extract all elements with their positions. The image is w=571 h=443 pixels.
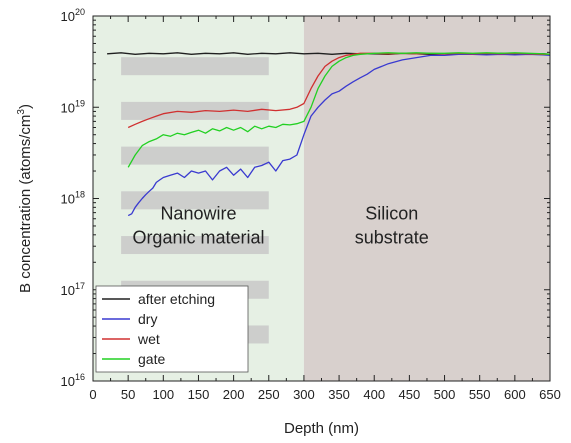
series-line-dry — [127, 53, 551, 217]
x-tick-label: 500 — [434, 387, 456, 402]
x-tick-label: 400 — [363, 387, 385, 402]
region-label-0: Nanowire Organic material — [132, 203, 264, 247]
legend-label-after-etching: after etching — [138, 291, 215, 307]
x-tick-label: 0 — [89, 387, 96, 402]
x-tick-label: 550 — [469, 387, 491, 402]
x-tick-label: 650 — [539, 387, 561, 402]
stripe-3 — [121, 191, 269, 210]
stripe-2 — [121, 146, 269, 165]
legend: after etching dry wet gate — [95, 285, 249, 373]
series-lines — [107, 52, 551, 217]
x-tick-label: 200 — [223, 387, 245, 402]
axes: 0 50 100 150 200 250 300 350 400 450 500 550 600 650 1… — [16, 7, 561, 437]
x-tick-label: 450 — [399, 387, 421, 402]
y-tick-label: 1017 — [61, 281, 85, 298]
y-tick-label: 1019 — [61, 98, 85, 115]
y-tick-label: 1016 — [61, 372, 85, 389]
x-tick-label: 100 — [152, 387, 174, 402]
legend-label-dry: dry — [138, 311, 157, 327]
x-tick-label: 50 — [121, 387, 135, 402]
y-tick-label: 1020 — [61, 7, 85, 24]
legend-label-gate: gate — [138, 351, 165, 367]
x-tick-label: 600 — [504, 387, 526, 402]
region-label-1: Silicon substrate — [355, 203, 429, 247]
x-axis-title: Depth (nm) — [284, 420, 359, 437]
y-axis-title: B concentration (atoms/cm3) — [16, 104, 34, 293]
x-tick-label: 350 — [328, 387, 350, 402]
stripe-0 — [121, 57, 269, 76]
x-tick-label: 300 — [293, 387, 315, 402]
region-labels: Nanowire Organic material Silicon substrate — [132, 203, 428, 247]
region-bg-1 — [303, 16, 550, 381]
y-tick-label: 1018 — [61, 190, 85, 207]
legend-box — [95, 285, 249, 373]
legend-label-wet: wet — [137, 331, 160, 347]
series-line-gate — [127, 52, 551, 168]
x-tick-label: 150 — [188, 387, 210, 402]
stripe-4 — [121, 236, 269, 255]
x-tick-label: 250 — [258, 387, 280, 402]
